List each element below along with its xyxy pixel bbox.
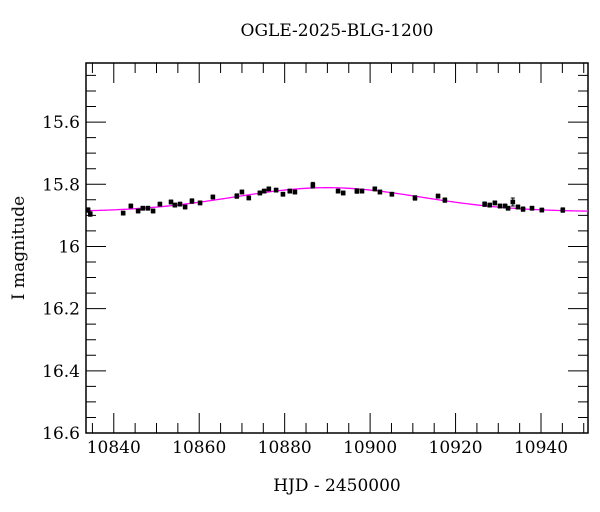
x-axis-label: HJD - 2450000 xyxy=(273,476,401,496)
y-axis-label: I magnitude xyxy=(9,195,29,301)
chart-title: OGLE-2025-BLG-1200 xyxy=(240,21,434,41)
